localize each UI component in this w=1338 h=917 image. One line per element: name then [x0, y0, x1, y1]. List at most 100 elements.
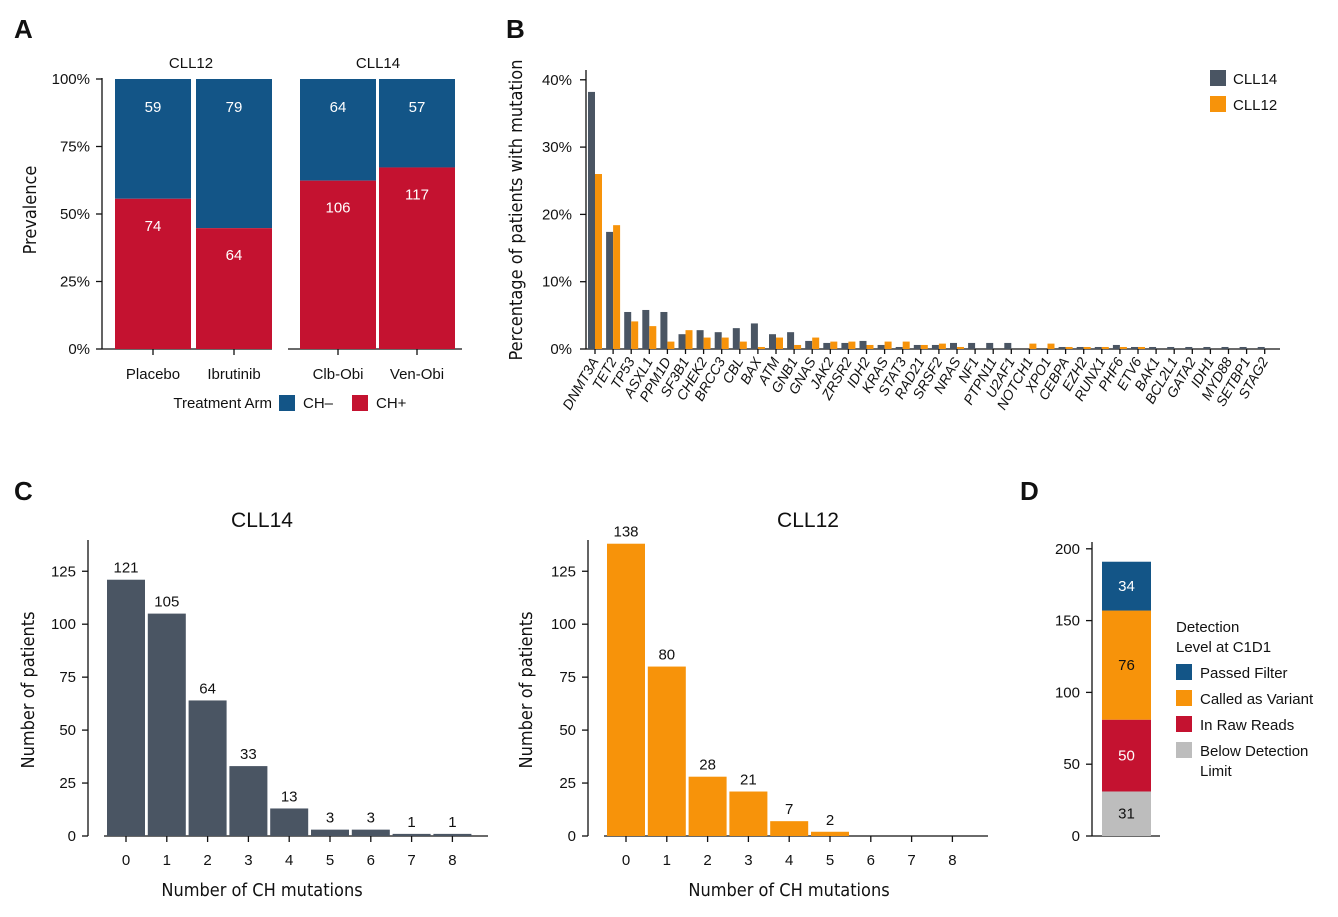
b-bar-cll14 [950, 342, 957, 349]
c1-y-tick-label: 25 [59, 775, 76, 792]
d-y-tick-label: 200 [1055, 541, 1080, 558]
b-bar-cll14 [732, 328, 740, 349]
panel-c: C CLL14 Number of patients Number of CH … [14, 476, 988, 901]
b-bar-cll14 [1257, 346, 1265, 349]
b-bar-cll12 [631, 321, 639, 349]
b-bar-cll14 [895, 346, 903, 349]
a-legend-swatch-ch-pos [352, 395, 368, 411]
c1-bar-label: 105 [154, 594, 179, 611]
b-bar-cll14 [877, 344, 885, 349]
b-bar-cll14 [642, 309, 650, 349]
c2-bar-label: 21 [740, 772, 757, 789]
b-bar-cll12 [902, 341, 910, 349]
c1-bar [229, 766, 268, 836]
c1-y-tick-label: 50 [59, 722, 76, 739]
d-legend-label-passed: Passed Filter [1200, 665, 1288, 682]
a-group-title-cll12: CLL12 [169, 55, 213, 72]
b-bar-cll12 [794, 344, 802, 349]
c1-x-tick-label: 2 [203, 852, 211, 869]
d-bar-passed [1102, 561, 1151, 611]
a-bar-label-ch-pos: 64 [226, 247, 243, 264]
b-y-tick-label: 20% [542, 206, 572, 223]
d-bar-raw-label: 50 [1118, 748, 1135, 765]
a-bar-ch-pos [379, 167, 455, 349]
a-x-ticks: Placebo Ibrutinib Clb-Obi Ven-Obi [126, 349, 444, 383]
b-bar-cll14 [1167, 346, 1175, 349]
b-bar-cll14 [1058, 346, 1066, 349]
a-bar-label-ch-neg: 57 [409, 99, 426, 116]
c1-bar [270, 808, 309, 836]
c1-bar [311, 829, 349, 836]
a-y-tick-label: 100% [52, 71, 90, 88]
c2-bar [770, 821, 809, 836]
c1-x-ticks: 0 1 2 3 4 5 6 7 8 [122, 836, 457, 869]
c1-y-tick-label: 75 [59, 669, 76, 686]
a-bar-label-ch-neg: 64 [330, 99, 347, 116]
c1-title: CLL14 [231, 509, 293, 532]
c1-bar [147, 613, 186, 836]
b-legend-label-cll14: CLL14 [1233, 71, 1277, 88]
a-y-tick-label: 25% [60, 274, 90, 291]
panel-letter-d: D [1020, 476, 1039, 506]
b-bar-cll12 [830, 341, 838, 349]
c2-y-tick-label: 75 [559, 669, 576, 686]
c2-bar-label: 80 [658, 647, 675, 664]
panel-letter-a: A [14, 14, 33, 44]
b-bar-cll14 [787, 332, 795, 349]
c1-x-tick-label: 7 [407, 852, 415, 869]
b-bar-cll14 [1221, 346, 1229, 349]
c2-y-tick-label: 25 [559, 775, 576, 792]
a-legend-label-ch-neg: CH– [303, 395, 334, 412]
d-legend-title-line-1: Detection [1176, 619, 1239, 636]
b-bar-cll12 [595, 174, 602, 349]
d-legend-swatch-below [1176, 742, 1192, 758]
b-bar-cll12 [1101, 346, 1109, 349]
a-bar-ch-pos [196, 228, 272, 349]
b-x-ticks: DNMT3ATET2TP53ASXL1PPM1DSF3B1CHEK2BRCC3C… [559, 349, 1271, 412]
c1-bar [392, 833, 431, 836]
d-legend-label-raw: In Raw Reads [1200, 717, 1294, 734]
c1-x-tick-label: 3 [244, 852, 252, 869]
d-legend-label-called: Called as Variant [1200, 691, 1314, 708]
c2-bar [688, 776, 727, 836]
b-bar-cll12 [1119, 346, 1127, 349]
d-bar-raw [1102, 719, 1151, 792]
b-bars [588, 91, 1265, 349]
c1-bar-label: 121 [113, 560, 138, 577]
d-legend-swatch-passed [1176, 664, 1192, 680]
c1-bar-label: 3 [367, 810, 375, 827]
c2-x-tick-label: 4 [785, 852, 793, 869]
b-bar-cll12 [721, 337, 729, 349]
c2-bar-label: 7 [785, 801, 793, 818]
c2-bar [729, 791, 768, 836]
b-y-tick-label: 0% [550, 341, 572, 358]
a-x-tick-label: Clb-Obi [313, 366, 364, 383]
b-bar-cll12 [1138, 346, 1145, 349]
c2-bar [647, 666, 686, 836]
d-legend-label-below-line-1: Below Detection [1200, 743, 1308, 760]
c2-x-tick-label: 2 [703, 852, 711, 869]
c2-x-tick-label: 5 [826, 852, 834, 869]
b-bar-cll14 [859, 340, 867, 349]
b-y-tick-label: 10% [542, 274, 572, 291]
d-y-ticks: 0 50 100 150 200 [1055, 541, 1092, 845]
c1-y-ticks: 0 25 50 75 100 125 [51, 563, 88, 845]
a-y-ticks: 0% 25% 50% 75% 100% [52, 71, 102, 358]
c1-y-tick-label: 125 [51, 563, 76, 580]
c2-bar-label: 28 [699, 757, 716, 774]
b-bar-cll14 [696, 330, 704, 349]
c1-y-tick-label: 100 [51, 616, 76, 633]
b-bar-cll14 [624, 311, 632, 349]
b-bar-cll12 [812, 337, 820, 349]
c2-bar [607, 543, 645, 836]
a-bar-label-ch-neg: 79 [226, 99, 243, 116]
d-legend-label-below-line-2: Limit [1200, 763, 1233, 780]
c2-y-ticks: 0 25 50 75 100 125 [551, 563, 588, 845]
a-bar-label-ch-neg: 59 [145, 99, 162, 116]
c1-x-tick-label: 8 [448, 852, 456, 869]
c2-y-tick-label: 0 [568, 828, 576, 845]
b-bar-cll14 [1131, 346, 1138, 349]
a-x-tick-label: Placebo [126, 366, 180, 383]
b-bar-cll12 [1083, 346, 1091, 349]
c2-x-label: Number of CH mutations [688, 880, 889, 901]
